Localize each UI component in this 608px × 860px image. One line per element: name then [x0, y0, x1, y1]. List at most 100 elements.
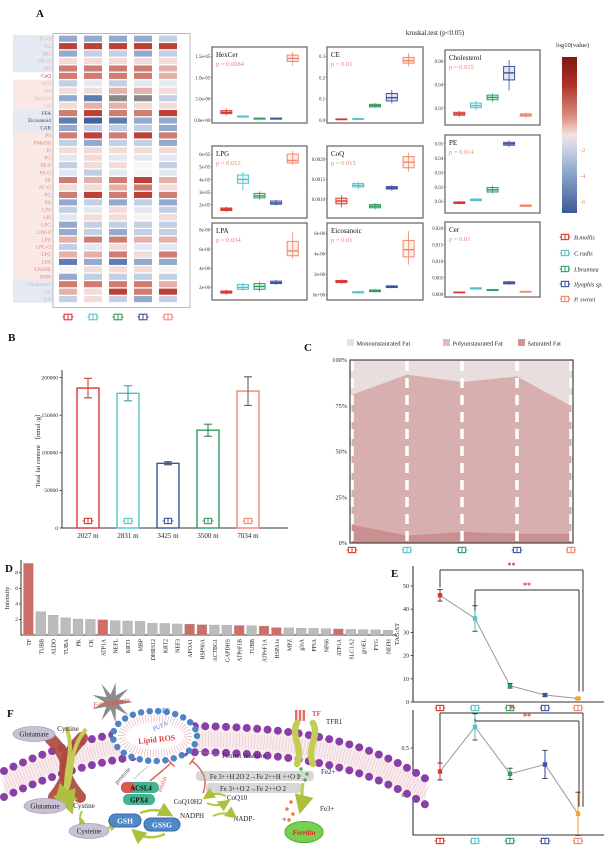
protein-bar	[271, 627, 282, 636]
heatmap-cell	[84, 95, 102, 102]
heatmap-cell	[84, 214, 102, 221]
boxplot-title: LPG	[216, 150, 229, 158]
protein-label: ATPeF1B	[238, 639, 244, 662]
membrane-lipid-tails	[0, 731, 431, 799]
d-ytick: 4	[15, 602, 18, 608]
boxplot-panel-lpg: LPG p = 0.012 2e-05 3e-05 4e-05 5e-05 6e-05	[199, 145, 308, 219]
heatmap-cell	[159, 273, 177, 280]
ferritin-blob	[284, 820, 324, 844]
heatmap-row-label: PE-O	[39, 170, 51, 176]
heatmap-row-label: PC-O	[39, 185, 51, 191]
heatmap-cell	[59, 169, 77, 176]
heatmap-cell	[159, 206, 177, 213]
boxplot-ytick: 0.2	[319, 76, 326, 81]
heatmap-cell	[109, 288, 127, 295]
heatmap-cell	[84, 273, 102, 280]
panel-f-ferroptosis-pathway: Ferroptosis PE PUFA Lipid ROS Glutamate …	[0, 682, 431, 845]
heatmap-cell	[59, 236, 77, 243]
species-glyph-icon	[539, 837, 551, 845]
heatmap-cell	[59, 243, 77, 251]
heatmap-cell	[134, 251, 152, 258]
protein-label: PPIA	[312, 638, 318, 651]
species-glyph-icon	[112, 313, 124, 321]
heatmap-row-band	[13, 79, 53, 88]
b-ylabel: Total fat content （nmol /g）	[34, 410, 42, 487]
heatmap-cell	[59, 162, 77, 169]
sig-stars: **	[523, 581, 531, 590]
boxplot-ytick: 0.0020	[312, 158, 326, 163]
heatmap-cell	[159, 124, 177, 132]
protein-bar	[234, 625, 245, 636]
boxplot-title: HexCer	[216, 51, 238, 59]
heatmap-cell	[84, 132, 102, 139]
b-ytick: 150000	[42, 413, 59, 419]
protein-bar	[320, 628, 332, 636]
heatmap-row-label: LPC-O	[36, 245, 51, 251]
heatmap-row-band	[13, 206, 53, 214]
legend-species-label: Ilyophis sp.	[573, 281, 603, 288]
boxplot-ytick: 0.02	[435, 186, 444, 191]
boxplot-ytick: 2e-05	[199, 204, 211, 209]
heatmap-cell	[109, 57, 127, 65]
inhibit-t-bar	[188, 757, 196, 765]
protein-bar	[159, 623, 170, 636]
heatmap-cell	[59, 43, 77, 50]
heatmap-cell	[159, 154, 177, 161]
heatmap-cell	[134, 243, 152, 251]
heatmap-cell	[134, 177, 152, 184]
boxplot-ytick: 0.005	[432, 276, 443, 281]
tfr1-channel	[307, 719, 319, 768]
heatmap-cell	[134, 102, 152, 109]
heatmap-cell	[109, 258, 127, 265]
heatmap-cell	[109, 229, 127, 236]
protein-label: PK	[77, 638, 83, 646]
heatmap-row-band	[13, 250, 53, 259]
box-iqr	[286, 153, 299, 164]
heatmap-row-band	[13, 287, 53, 296]
b-ytick: 200000	[42, 375, 59, 381]
axes	[61, 370, 288, 529]
heatmap-row-band	[13, 221, 53, 229]
protein-bar	[48, 615, 59, 636]
heatmap-row-band	[13, 198, 53, 207]
panel-label-e: E	[391, 568, 398, 580]
protein-bar	[147, 623, 158, 636]
protein-bar	[358, 629, 369, 636]
heatmap-cell	[134, 162, 152, 169]
heatmap-cell	[109, 117, 127, 124]
data-point	[472, 616, 478, 621]
heatmap-cell	[134, 87, 152, 94]
heatmap-cell	[109, 162, 127, 169]
heatmap-cell	[159, 281, 177, 288]
protein-label: NF66	[325, 639, 331, 652]
species-glyph-icon	[62, 313, 74, 321]
inhibit-t-bar	[166, 758, 176, 768]
heatmap-cell	[59, 177, 77, 184]
heatmap-cell	[134, 288, 152, 295]
heatmap-frame	[52, 33, 191, 308]
heatmap-row-band	[13, 176, 53, 184]
panel-label-d: D	[5, 563, 13, 575]
protein-label: ACTBG1	[213, 639, 219, 662]
heatmap-row-band	[13, 64, 53, 73]
species-glyph-icon	[559, 265, 571, 273]
boxplot-ytick: 6e-05	[199, 153, 211, 158]
species-glyph-icon	[511, 546, 523, 554]
gssg-box	[143, 817, 181, 832]
heatmap-cell	[109, 147, 127, 154]
heatmap-row-band	[13, 154, 53, 162]
coq-exchange-arrow	[206, 799, 231, 812]
heatmap-cell	[159, 50, 177, 57]
heatmap-cell	[84, 236, 102, 243]
heatmap-cell	[159, 296, 177, 303]
heatmap-row-band	[13, 139, 53, 147]
heatmap-cell	[134, 35, 152, 42]
boxplot-ytick: 0.1	[319, 98, 326, 103]
boxplot-pvalue: p = 0.015	[331, 160, 356, 167]
species-glyph-icon	[162, 517, 174, 525]
colorbar-tick: -4	[580, 173, 586, 180]
data-point	[472, 724, 478, 730]
heatmap-cell	[59, 251, 77, 258]
boxplot-ytick: 1.5e-05	[195, 55, 210, 60]
